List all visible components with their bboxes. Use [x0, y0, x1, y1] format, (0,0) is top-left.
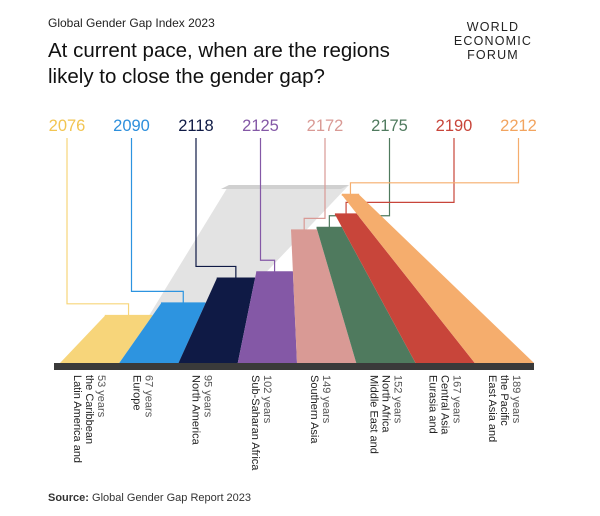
region-label-group: Middle East and North Africa 152 years: [367, 375, 403, 454]
region-label: Middle East and: [367, 375, 379, 454]
road-bar: [316, 227, 416, 363]
road-bar: [291, 230, 357, 363]
leader-line: [303, 138, 326, 231]
leader-line: [349, 138, 520, 195]
region-label: Europe: [130, 375, 142, 410]
years-to-close-label: 53 years: [95, 375, 107, 418]
wef-logo: WORLD ECONOMIC FORUM: [438, 20, 548, 62]
year-label: 2172: [307, 117, 344, 135]
region-label-group: Eurasia and Central Asia 167 years: [427, 375, 463, 435]
region-label: Central Asia: [439, 375, 451, 435]
source-note: Source: Global Gender Gap Report 2023: [48, 492, 251, 504]
years-to-close-label: 95 years: [202, 375, 214, 418]
region-label: North Africa: [379, 375, 391, 433]
years-to-close-label: 102 years: [261, 375, 273, 424]
region-label: the Caribbean: [83, 375, 95, 444]
region-label-group: North America 95 years: [190, 375, 214, 446]
region-label: East Asia and: [486, 375, 498, 442]
leader-line: [345, 138, 455, 215]
region-label-group: Latin America and the Caribbean 53 years: [71, 375, 107, 463]
years-to-close-label: 152 years: [391, 375, 403, 424]
road-bar: [60, 315, 153, 363]
year-label: 2076: [49, 117, 86, 135]
chart-title-line-1: At current pace, when are the regions: [48, 39, 390, 62]
source-label: Source:: [48, 492, 89, 504]
road-bar: [341, 194, 534, 363]
year-label: 2090: [113, 117, 150, 135]
region-label-group: East Asia and the Pacific 189 years: [486, 375, 522, 442]
year-label: 2175: [371, 117, 408, 135]
road-bar: [334, 214, 475, 363]
leader-line: [195, 138, 237, 279]
road-bar: [237, 272, 297, 363]
baseline-shadow: [54, 363, 534, 370]
logo-line-1: WORLD: [466, 20, 520, 34]
region-label: the Pacific: [498, 375, 510, 426]
region-label: North America: [190, 375, 202, 446]
road-bar: [119, 303, 206, 363]
source-text: Global Gender Gap Report 2023: [92, 492, 252, 504]
leader-line: [130, 138, 184, 304]
leader-line: [66, 138, 130, 316]
logo-line-2: ECONOMIC: [453, 34, 533, 48]
region-label-group: Southern Asia 149 years: [308, 375, 332, 444]
years-to-close-label: 167 years: [451, 375, 463, 424]
years-to-close-label: 189 years: [510, 375, 522, 424]
logo-line-3: FORUM: [467, 48, 519, 62]
road-bar: [178, 278, 255, 363]
region-label: Eurasia and: [427, 375, 439, 434]
region-label: Sub-Saharan Africa: [249, 375, 261, 471]
chart-title-line-2: likely to close the gender gap?: [48, 65, 325, 88]
years-to-close-label: 149 years: [320, 375, 332, 424]
year-label: 2118: [178, 117, 213, 135]
year-label: 2125: [242, 117, 279, 135]
chart-subtitle: Global Gender Gap Index 2023: [48, 16, 215, 30]
region-label: Latin America and: [71, 375, 83, 463]
year-label: 2212: [500, 117, 537, 135]
region-label-group: Sub-Saharan Africa 102 years: [249, 375, 273, 471]
leader-line: [259, 138, 276, 273]
region-label: Southern Asia: [308, 375, 320, 444]
background-plane-edge: [221, 185, 349, 189]
years-to-close-label: 67 years: [142, 375, 154, 418]
region-label-group: Europe 67 years: [130, 375, 154, 418]
chart-title: At current pace, when are the regions li…: [48, 38, 448, 90]
year-label: 2190: [436, 117, 473, 135]
